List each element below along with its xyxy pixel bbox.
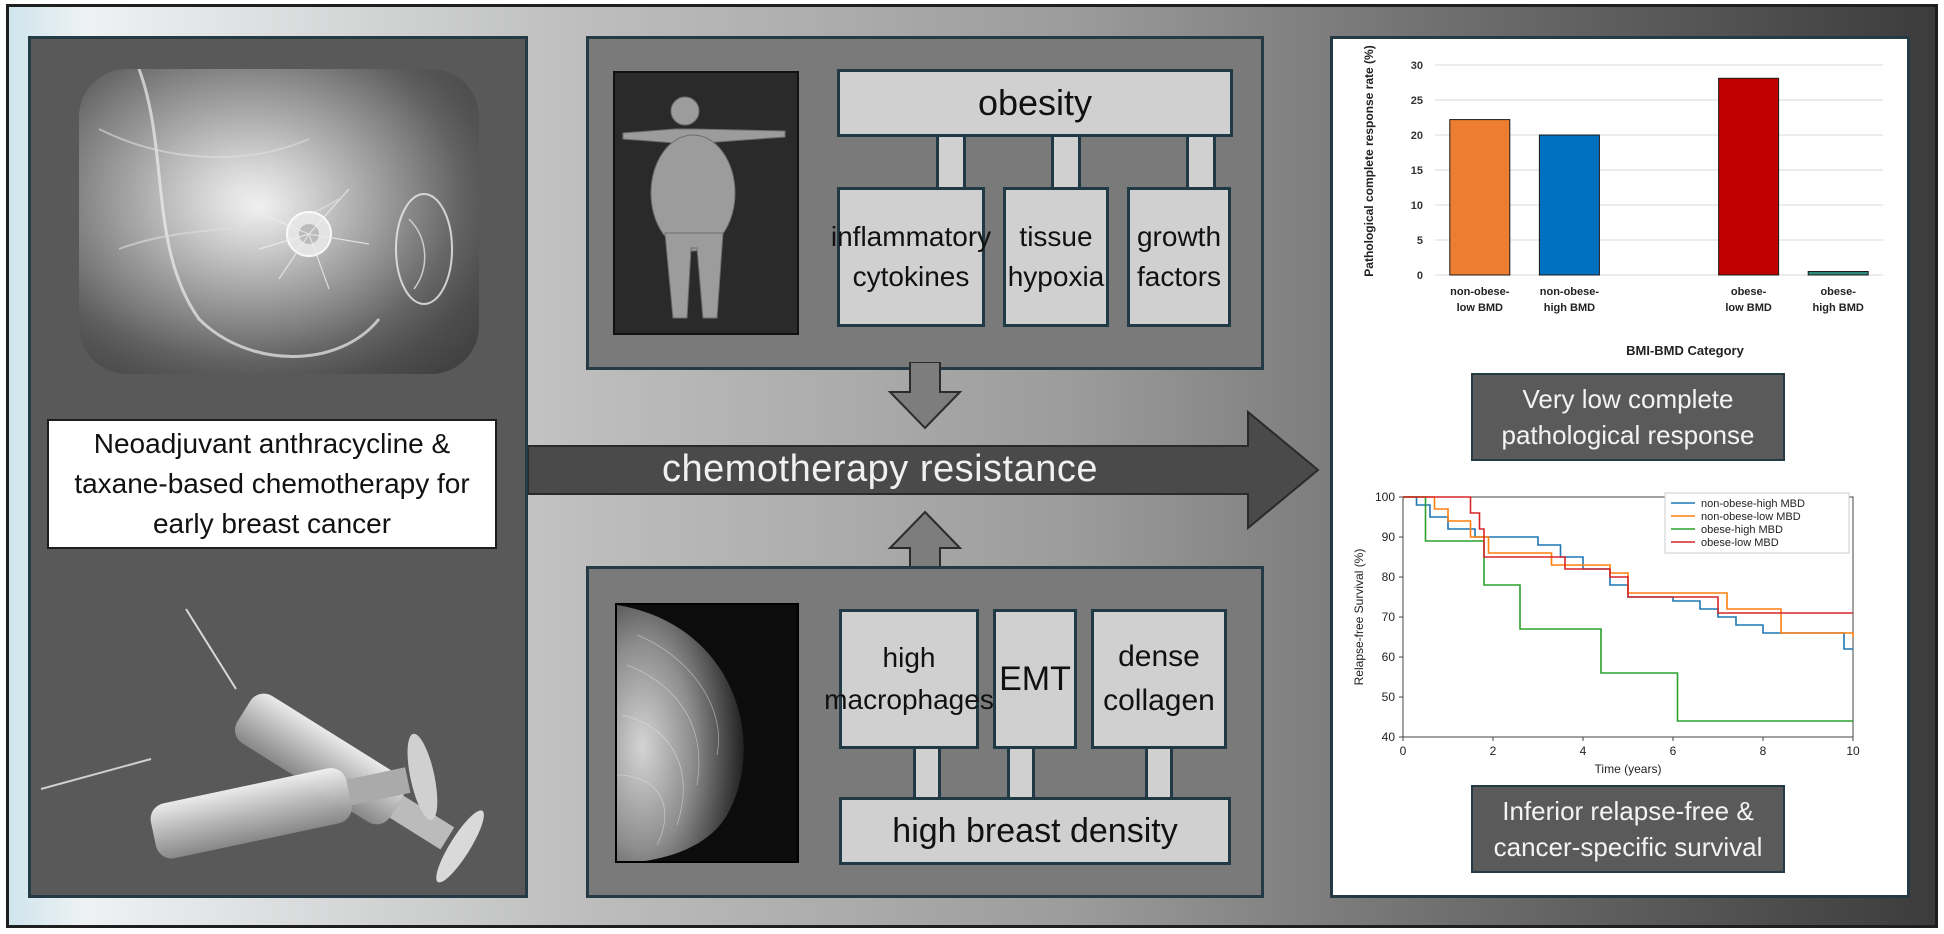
- km-y-tick-label: 70: [1382, 610, 1396, 624]
- obesity-title: obesity: [837, 69, 1233, 137]
- bar-category-label: obese-high BMD: [1813, 286, 1864, 314]
- km-legend-label: obese-high MBD: [1701, 524, 1783, 536]
- km-y-tick-label: 40: [1382, 730, 1396, 744]
- breast-tumor-illustration: [79, 69, 479, 374]
- km-legend-box: [1664, 492, 1850, 554]
- km-y-tick-label: 80: [1382, 570, 1396, 584]
- survival-result-label: Inferior relapse-free & cancer-specific …: [1471, 785, 1785, 873]
- km-x-tick-label: 2: [1490, 744, 1497, 758]
- syringe-illustration: [40, 608, 484, 883]
- km-y-tick-label: 50: [1382, 690, 1396, 704]
- bar: [1807, 271, 1869, 276]
- chemotherapy-resistance-label: chemotherapy resistance: [661, 448, 1099, 490]
- left-panel: Neoadjuvant anthracycline & taxane-based…: [28, 36, 528, 898]
- bar: [1718, 77, 1780, 276]
- factor-growth-factors: growth factors: [1127, 187, 1231, 327]
- bar-category-label: non-obese-high BMD: [1540, 286, 1600, 314]
- km-x-tick-label: 8: [1760, 744, 1767, 758]
- km-y-axis-title: Relapse-free Survival (%): [1352, 549, 1366, 686]
- bar: [1538, 134, 1600, 276]
- down-arrow-icon: [887, 362, 963, 430]
- bar-y-tick-label: 5: [1417, 235, 1423, 247]
- km-series-line: [1403, 496, 1853, 614]
- bar-category-label: non-obese-low BMD: [1450, 286, 1510, 314]
- relapse-free-survival-chart: 40 50 60 70 80 90 100 0 2 4 6 8 10 non-obese-high MB…: [1352, 490, 1860, 776]
- up-arrow-icon: [887, 510, 963, 578]
- bar-y-tick-label: 25: [1411, 95, 1423, 107]
- km-x-tick-label: 10: [1846, 744, 1860, 758]
- factor-tissue-hypoxia: tissue hypoxia: [1003, 187, 1109, 327]
- mammogram-image: [615, 603, 799, 863]
- km-series-line: [1403, 496, 1853, 722]
- bar: [1449, 119, 1511, 276]
- bar-y-tick-label: 10: [1411, 200, 1423, 212]
- km-x-tick-label: 6: [1670, 744, 1677, 758]
- bar-y-tick-label: 20: [1411, 130, 1423, 142]
- factor-emt: EMT: [993, 609, 1077, 749]
- treatment-caption: Neoadjuvant anthracycline & taxane-based…: [47, 419, 497, 549]
- bar-chart-x-labels: non-obese-low BMD non-obese-high BMD obese…: [1450, 286, 1864, 314]
- km-legend-label: non-obese-low MBD: [1701, 511, 1801, 523]
- factor-high-macrophages: high macrophages: [824, 609, 994, 749]
- bar-chart-y-axis: 0 5 10 15 20 25 30: [1411, 60, 1423, 282]
- bar-chart-bars: [1449, 77, 1869, 276]
- km-x-tick-label: 4: [1580, 744, 1587, 758]
- obese-body-image: [613, 71, 799, 335]
- km-x-axis-title: Time (years): [1595, 762, 1662, 776]
- mammogram-drawing: [617, 605, 797, 861]
- km-x-tick-label: 0: [1400, 744, 1407, 758]
- breast-anatomy-drawing: [79, 69, 479, 374]
- km-y-tick-label: 90: [1382, 530, 1396, 544]
- bar-y-tick-label: 0: [1417, 270, 1423, 282]
- km-y-tick-label: 60: [1382, 650, 1396, 664]
- km-legend-label: obese-low MBD: [1701, 537, 1779, 549]
- factor-inflammatory-cytokines: inflammatory cytokines: [831, 187, 991, 327]
- chemotherapy-resistance-arrow: [528, 410, 1320, 530]
- obese-figure-drawing: [615, 73, 797, 333]
- bar-y-tick-label: 30: [1411, 60, 1423, 72]
- km-y-tick-label: 100: [1375, 490, 1395, 504]
- km-axes: 40 50 60 70 80 90 100 0 2 4 6 8 10: [1375, 490, 1860, 758]
- results-panel: 0 5 10 15 20 25 30 non-obese-low BMD non-obese-…: [1330, 36, 1910, 898]
- km-legend-label: non-obese-high MBD: [1701, 498, 1805, 510]
- obesity-box: obesity inflammatory cytokines tissue hy…: [586, 36, 1264, 370]
- factor-dense-collagen: dense collagen: [1091, 609, 1227, 749]
- bar-chart-y-axis-title: Pathological complete response rate (%): [1362, 45, 1376, 276]
- breast-density-box: high macrophages EMT dense collagen high…: [586, 566, 1264, 898]
- pcr-result-label: Very low complete pathological response: [1471, 373, 1785, 461]
- km-curves: [1403, 496, 1854, 722]
- bar-chart-x-axis-title: BMI-BMD Category: [1626, 343, 1744, 358]
- bar-y-tick-label: 15: [1411, 165, 1423, 177]
- density-title: high breast density: [839, 797, 1231, 865]
- bar-category-label: obese-low BMD: [1725, 286, 1771, 314]
